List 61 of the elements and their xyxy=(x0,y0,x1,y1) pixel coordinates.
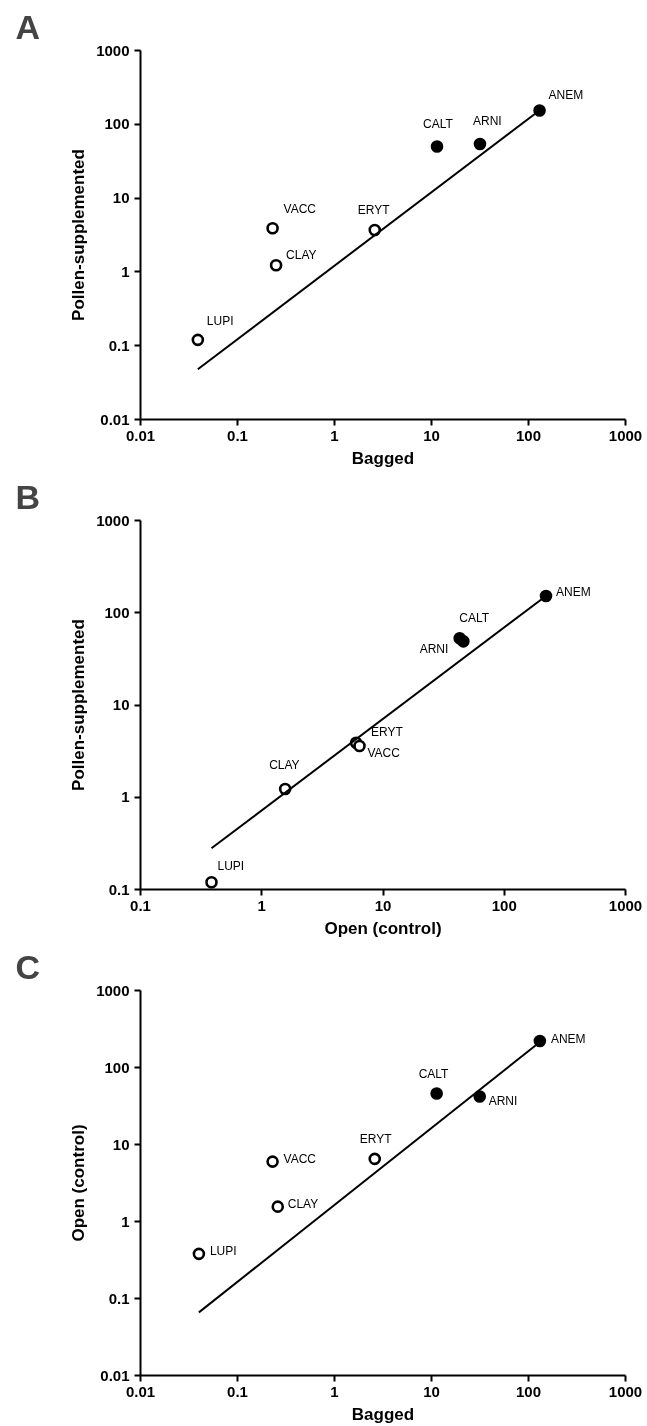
chart-title: B xyxy=(15,477,41,516)
x-tick-label: 1 xyxy=(330,426,339,444)
y-tick-label: 10 xyxy=(112,189,130,207)
x-tick-label: 10 xyxy=(423,1382,440,1400)
y-axis-title: Open (control) xyxy=(69,1124,89,1242)
annotation: ARNI xyxy=(488,1093,518,1108)
annotation: CALT xyxy=(459,611,490,626)
y-tick-label: 100 xyxy=(104,1058,130,1076)
y-tick-label: 1 xyxy=(121,262,130,280)
annotation: LUPI xyxy=(209,1243,237,1258)
y-tick-label: 10 xyxy=(112,696,130,713)
x-tick-label: 100 xyxy=(515,426,542,444)
x-tick-label: 1000 xyxy=(608,896,643,914)
y-tick-label: 10 xyxy=(112,1135,130,1153)
y-tick-label: 100 xyxy=(104,603,130,621)
y-axis-title: Pollen-supplemented xyxy=(69,619,89,791)
annotation: ANEM xyxy=(548,88,584,103)
annotation: LUPI xyxy=(206,313,234,328)
annotation: CLAY xyxy=(269,757,300,772)
annotation: CLAY xyxy=(287,1196,319,1211)
y-tick-label: 1 xyxy=(121,1212,130,1230)
annotation: CLAY xyxy=(286,248,317,263)
y-tick-label: 0.01 xyxy=(100,1366,130,1384)
y-tick-label: 1 xyxy=(121,788,130,806)
annotation: VACC xyxy=(283,202,317,217)
x-tick-label: 100 xyxy=(515,1382,542,1400)
x-tick-label: 1000 xyxy=(608,426,643,444)
annotation: VACC xyxy=(283,1151,317,1166)
x-tick-label: 1 xyxy=(257,896,266,914)
y-tick-label: 0.1 xyxy=(108,880,130,898)
annotation: ARNI xyxy=(472,114,502,129)
annotation: ERYT xyxy=(359,1131,393,1146)
annotation: ERYT xyxy=(371,724,404,739)
annotation: CALT xyxy=(418,1067,450,1082)
x-tick-label: 10 xyxy=(374,896,392,914)
x-tick-label: 0.1 xyxy=(227,426,248,444)
x-axis-title: Bagged xyxy=(351,448,415,468)
x-tick-label: 100 xyxy=(491,896,517,914)
annotation: ERYT xyxy=(357,202,391,217)
annotation: ANEM xyxy=(550,1031,586,1046)
y-tick-label: 1000 xyxy=(96,41,130,59)
y-tick-label: 100 xyxy=(104,115,130,133)
y-tick-label: 0.1 xyxy=(108,1289,130,1307)
chart-title: A xyxy=(15,7,41,46)
x-tick-label: 1000 xyxy=(608,1382,643,1400)
chart-title: C xyxy=(15,947,41,986)
annotation: ARNI xyxy=(419,642,449,657)
x-axis-title: Bagged xyxy=(351,1404,415,1424)
y-tick-label: 0.1 xyxy=(108,336,130,354)
annotation: LUPI xyxy=(217,859,245,874)
x-axis-title: Open (control) xyxy=(324,918,442,938)
y-tick-label: 1000 xyxy=(96,511,130,529)
annotation: CALT xyxy=(423,116,454,131)
x-tick-label: 0.1 xyxy=(227,1382,248,1400)
y-tick-label: 1000 xyxy=(96,981,130,999)
y-tick-label: 0.01 xyxy=(100,410,130,428)
annotation: ANEM xyxy=(556,584,591,599)
x-tick-label: 10 xyxy=(423,426,440,444)
annotation: VACC xyxy=(367,745,401,760)
x-tick-label: 1 xyxy=(330,1382,339,1400)
y-axis-title: Pollen-supplemented xyxy=(69,149,89,321)
